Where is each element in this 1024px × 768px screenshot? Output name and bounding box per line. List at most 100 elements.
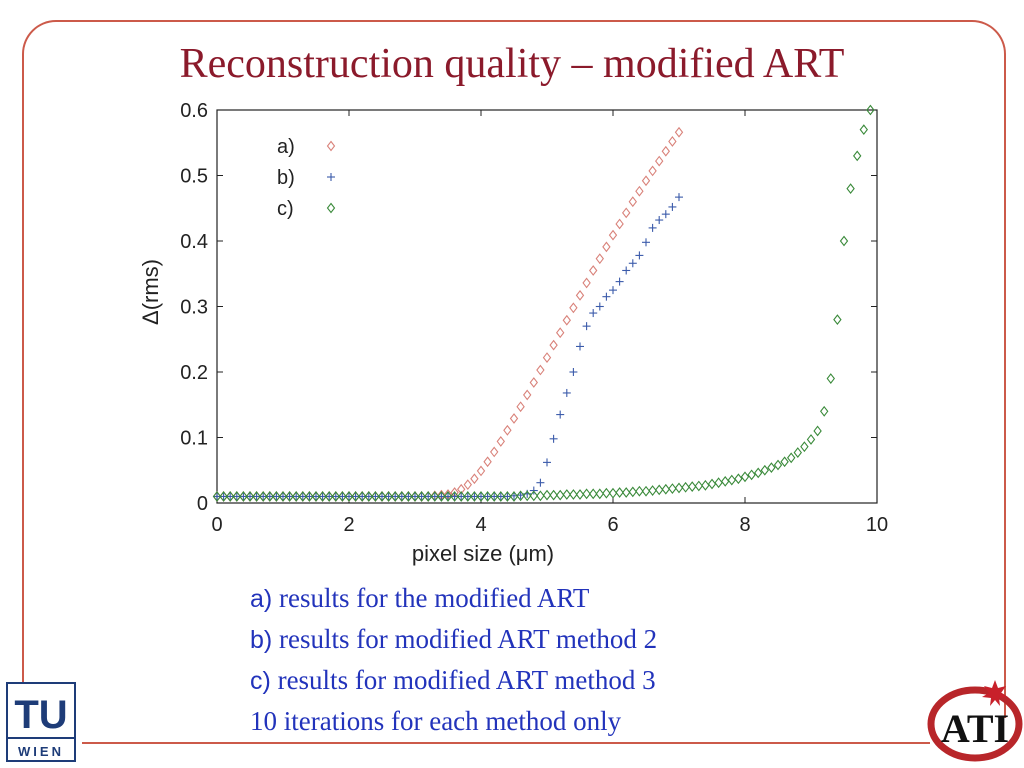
plot-frame — [216, 109, 878, 504]
data-point — [496, 436, 505, 447]
data-point — [681, 481, 690, 493]
data-point — [641, 485, 651, 497]
data-point — [859, 124, 868, 136]
data-point — [727, 474, 736, 486]
data-point — [773, 459, 783, 471]
data-point — [589, 265, 598, 276]
tu-wien-logo: TU WIEN — [6, 682, 76, 762]
data-point — [351, 491, 360, 502]
y-tick-label: 0.3 — [180, 297, 208, 319]
data-point — [298, 491, 307, 502]
data-point — [536, 490, 545, 502]
data-point — [523, 389, 532, 401]
data-point — [509, 413, 519, 424]
data-point — [292, 491, 301, 502]
data-point — [483, 491, 492, 502]
data-point — [582, 277, 591, 289]
data-point — [615, 218, 624, 230]
data-point — [569, 489, 578, 500]
data-point — [734, 473, 743, 485]
data-point — [688, 481, 697, 493]
data-point — [806, 434, 816, 445]
data-point — [562, 388, 571, 397]
ati-logo-letters: ATI — [941, 706, 1009, 751]
caption-key-c: c) — [250, 667, 271, 695]
data-point — [536, 364, 545, 376]
data-point — [490, 491, 499, 502]
data-point — [694, 480, 703, 492]
data-point — [595, 302, 604, 311]
data-point — [450, 491, 459, 502]
data-point — [740, 471, 750, 483]
caption-key-b: b) — [250, 626, 273, 654]
data-point — [245, 491, 255, 502]
chart-legend: a) b) c) — [277, 136, 336, 220]
y-tick-label: 0.6 — [180, 100, 208, 122]
data-point — [569, 302, 578, 314]
data-point — [721, 475, 730, 487]
data-point — [417, 491, 426, 502]
data-point — [543, 458, 551, 467]
data-point — [655, 216, 664, 225]
data-point — [285, 491, 294, 502]
data-point — [655, 484, 664, 496]
data-point — [641, 175, 651, 187]
ati-logo: ATI — [927, 680, 1023, 762]
maple-leaf-icon — [982, 680, 1008, 706]
data-point — [866, 104, 875, 116]
data-point — [364, 491, 373, 502]
data-point — [760, 464, 769, 476]
data-point — [457, 491, 466, 502]
data-point — [523, 490, 532, 502]
slide-frame — [22, 20, 1006, 760]
data-point — [212, 491, 222, 502]
legend-label: a) — [277, 136, 295, 158]
data-point — [661, 145, 670, 157]
data-point — [846, 183, 855, 194]
data-point — [569, 368, 578, 376]
data-point — [674, 126, 684, 138]
legend-marker — [326, 140, 336, 152]
data-point — [529, 377, 538, 388]
data-point — [668, 136, 677, 147]
data-point — [232, 491, 241, 502]
data-point — [503, 491, 512, 502]
data-point — [476, 465, 486, 477]
y-tick-label: 0.1 — [180, 428, 208, 450]
data-point — [833, 314, 842, 325]
data-point — [259, 491, 268, 502]
data-point — [655, 155, 664, 167]
data-point — [582, 322, 591, 331]
data-point — [615, 487, 624, 498]
caption-line-c: c) results for modified ART method 3 — [250, 660, 657, 701]
data-point — [628, 486, 637, 498]
data-point — [562, 489, 571, 500]
caption-text-b: results for modified ART method 2 — [272, 624, 658, 654]
data-point — [608, 487, 618, 499]
data-point — [767, 462, 776, 474]
data-point — [576, 342, 584, 351]
data-point — [602, 487, 611, 499]
data-point — [562, 314, 571, 326]
data-point — [252, 491, 261, 502]
caption-block: a) results for the modified ART b) resul… — [250, 578, 657, 741]
data-point — [318, 491, 327, 502]
caption-line-a: a) results for the modified ART — [250, 578, 657, 619]
caption-line-b: b) results for modified ART method 2 — [250, 619, 657, 660]
x-tick-label: 8 — [739, 514, 750, 536]
data-point — [589, 488, 598, 500]
caption-key-a: a) — [250, 585, 273, 613]
data-point — [820, 405, 829, 417]
data-point — [371, 491, 380, 502]
data-point — [839, 235, 849, 247]
data-point — [668, 483, 677, 494]
caption-text-iterations: 10 iterations for each method only — [250, 706, 622, 736]
data-point — [661, 483, 670, 495]
data-point — [239, 491, 248, 502]
data-point — [661, 210, 670, 219]
data-point — [575, 489, 585, 500]
data-point — [628, 259, 637, 268]
y-tick-label: 0 — [197, 493, 208, 515]
legend-label: b) — [277, 167, 295, 189]
data-point — [404, 491, 413, 502]
